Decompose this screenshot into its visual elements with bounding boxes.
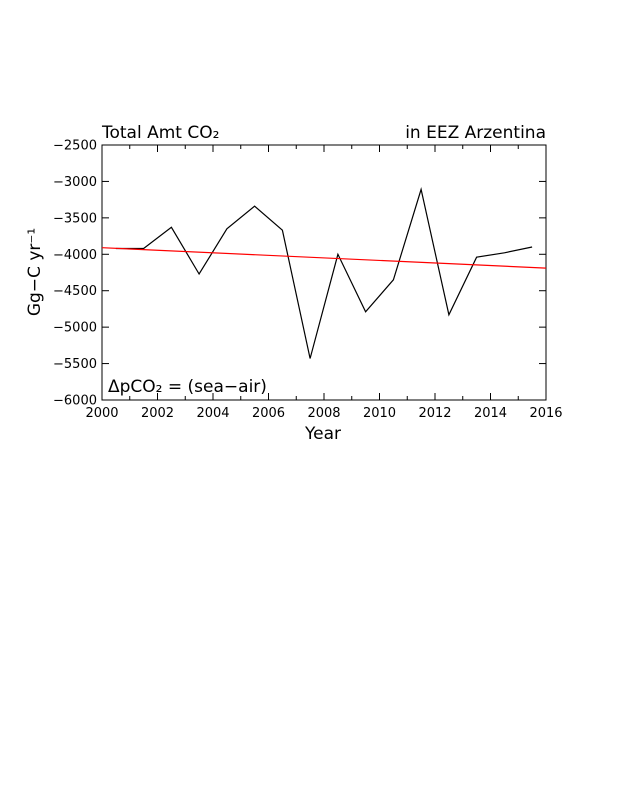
chart-title-left: Total Amt CO₂ <box>101 123 219 143</box>
x-tick-label: 2006 <box>252 406 285 421</box>
trend-line <box>101 247 547 269</box>
y-tick-label: −3500 <box>53 211 97 226</box>
x-tick-label: 2004 <box>196 406 229 421</box>
x-tick-label: 2000 <box>85 406 118 421</box>
series-line <box>115 187 533 359</box>
x-tick-label: 2012 <box>418 406 451 421</box>
y-axis-label: Gg−C yr⁻¹ <box>25 228 45 316</box>
y-tick-label: −4500 <box>53 284 97 299</box>
x-tick-label: 2014 <box>474 406 507 421</box>
x-tick-label: 2008 <box>307 406 340 421</box>
delta-pco2-annotation: ΔpCO₂ = (sea−air) <box>108 377 267 397</box>
x-axis-label: Year <box>304 424 341 444</box>
y-tick-label: −6000 <box>53 394 97 409</box>
x-tick-label: 2010 <box>363 406 396 421</box>
y-tick-label: −2500 <box>53 139 97 154</box>
y-tick-label: −4000 <box>53 248 97 263</box>
x-tick-label: 2002 <box>141 406 174 421</box>
x-tick-label: 2016 <box>529 406 562 421</box>
y-tick-label: −3000 <box>53 175 97 190</box>
y-tick-label: −5000 <box>53 321 97 336</box>
y-tick-label: −5500 <box>53 357 97 372</box>
chart-title-right: in EEZ Arzentina <box>405 123 546 143</box>
plot-frame <box>101 144 547 401</box>
